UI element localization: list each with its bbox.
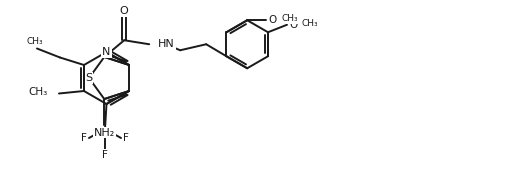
Text: NH₂: NH₂ — [93, 127, 115, 138]
Text: F: F — [81, 133, 87, 143]
Text: F: F — [102, 150, 108, 160]
Text: F: F — [123, 133, 129, 143]
Text: O: O — [290, 20, 298, 30]
Text: CH₃: CH₃ — [302, 19, 319, 28]
Text: CH₃: CH₃ — [26, 37, 43, 46]
Text: O: O — [269, 15, 277, 25]
Text: N: N — [102, 47, 111, 57]
Text: HN: HN — [158, 39, 175, 49]
Text: CH₃: CH₃ — [29, 87, 48, 97]
Text: O: O — [120, 6, 129, 16]
Text: S: S — [85, 73, 92, 83]
Text: CH₃: CH₃ — [281, 14, 298, 23]
